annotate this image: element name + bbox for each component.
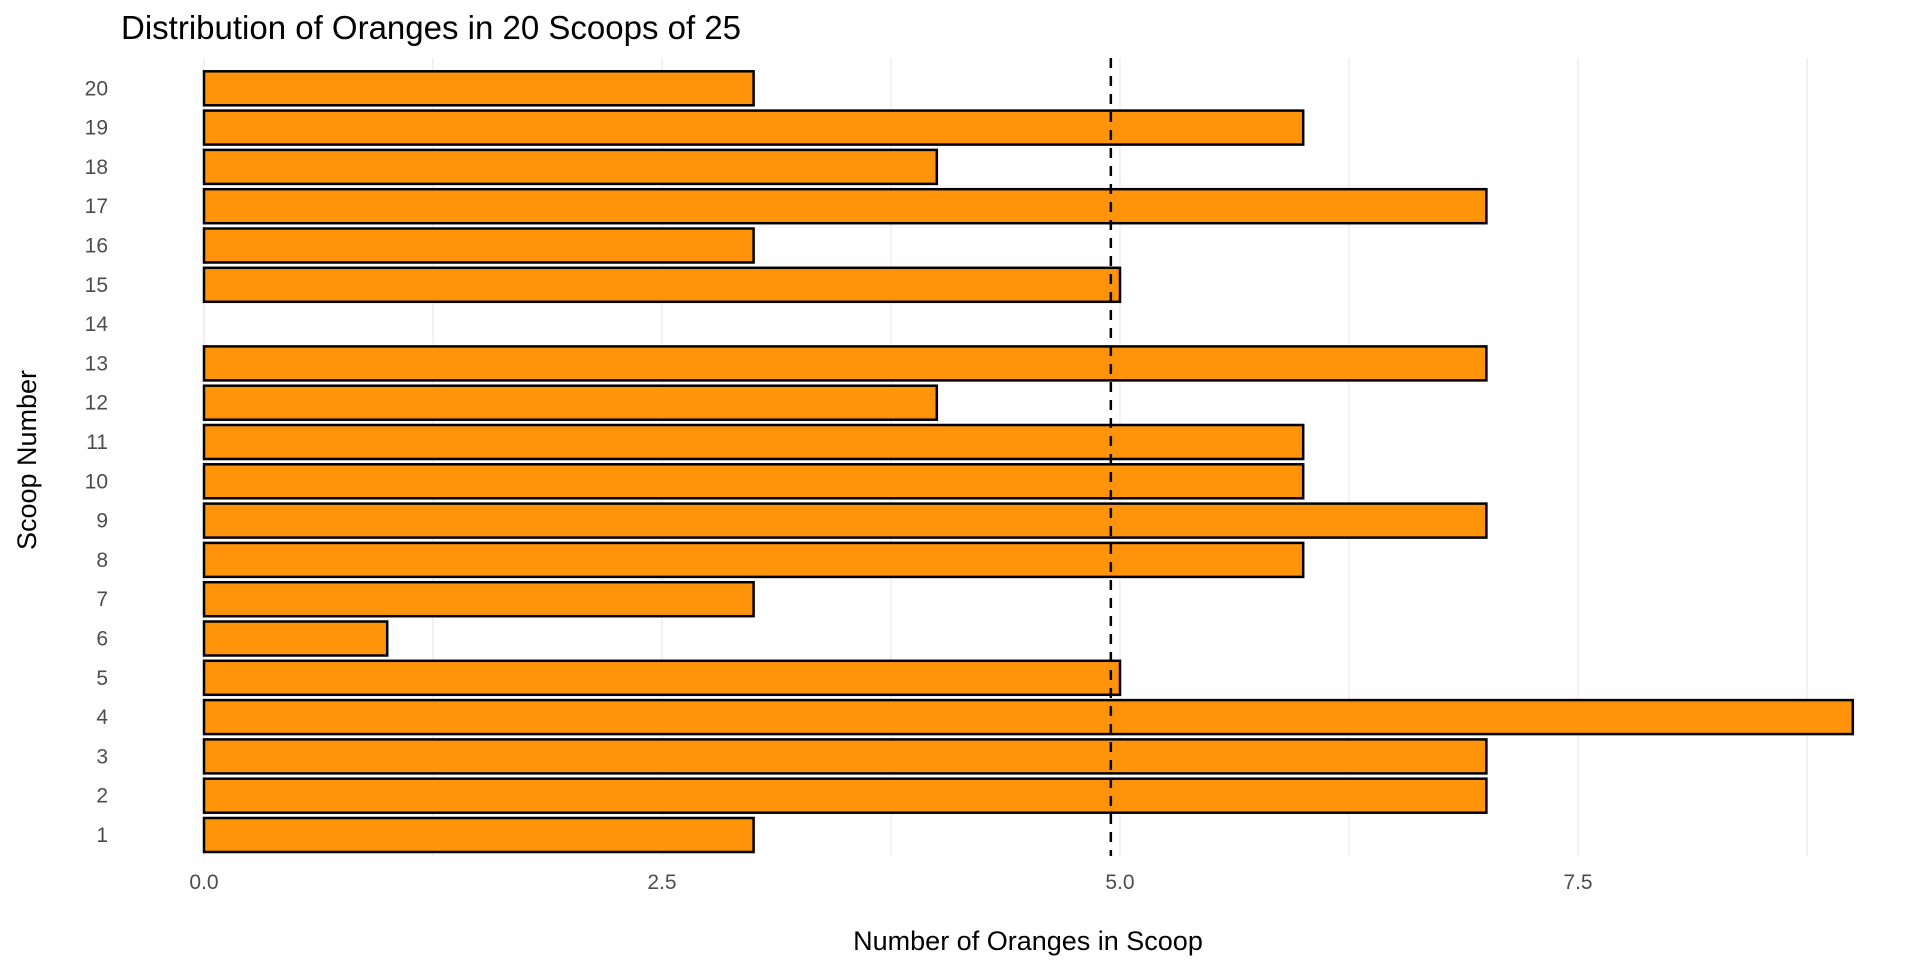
bar-scoop-1: [202, 816, 755, 854]
bar-scoop-13: [202, 345, 1488, 382]
y-tick-label: 15: [85, 274, 108, 297]
bar-scoop-11: [202, 423, 1305, 461]
y-tick-label: 20: [85, 77, 108, 100]
x-tick-label: 2.5: [647, 871, 676, 894]
bar-scoop-10: [202, 463, 1305, 500]
y-tick-label: 12: [85, 392, 108, 415]
bar-scoop-16: [202, 227, 755, 264]
y-tick-label: 18: [85, 156, 108, 179]
y-tick-label: 16: [85, 235, 108, 258]
bar-scoop-4: [202, 698, 1855, 736]
y-tick-label: 8: [96, 549, 108, 572]
x-axis-title: Number of Oranges in Scoop: [853, 926, 1203, 956]
y-tick-label: 10: [85, 470, 108, 493]
y-tick-label: 14: [85, 313, 109, 336]
y-tick-label: 3: [96, 745, 108, 768]
bar-scoop-20: [202, 70, 755, 107]
bar-scoop-17: [202, 187, 1488, 225]
x-axis-tick-labels: 0.0 2.5 5.0 7.5: [189, 871, 1592, 894]
bar-scoop-19: [202, 109, 1305, 146]
y-tick-label: 11: [86, 431, 108, 454]
x-tick-label: 0.0: [189, 871, 218, 894]
bar-scoop-15: [202, 266, 1122, 304]
bar-scoop-5: [202, 659, 1122, 697]
y-tick-label: 4: [96, 706, 108, 729]
y-tick-label: 19: [85, 117, 108, 140]
bar-scoop-2: [202, 777, 1488, 814]
y-tick-label: 2: [96, 785, 108, 808]
y-tick-label: 7: [96, 588, 108, 611]
x-tick-label: 7.5: [1563, 871, 1592, 894]
y-tick-label: 13: [85, 352, 108, 375]
bar-scoop-9: [202, 502, 1488, 539]
bar-scoop-12: [202, 384, 939, 421]
bar-scoop-8: [202, 541, 1305, 579]
bar-scoop-7: [202, 580, 755, 618]
y-tick-label: 6: [96, 628, 108, 651]
y-tick-label: 1: [96, 824, 108, 847]
y-tick-label: 9: [96, 510, 108, 533]
chart-title: Distribution of Oranges in 20 Scoops of …: [121, 9, 741, 46]
y-tick-label: 17: [85, 195, 108, 218]
bar-scoop-18: [202, 148, 939, 186]
x-tick-label: 5.0: [1105, 871, 1134, 894]
bar-scoop-6: [202, 620, 389, 657]
y-axis-title: Scoop Number: [12, 370, 42, 550]
y-tick-label: 5: [96, 667, 108, 690]
bar-scoop-3: [202, 738, 1488, 775]
bars: [202, 70, 1855, 854]
